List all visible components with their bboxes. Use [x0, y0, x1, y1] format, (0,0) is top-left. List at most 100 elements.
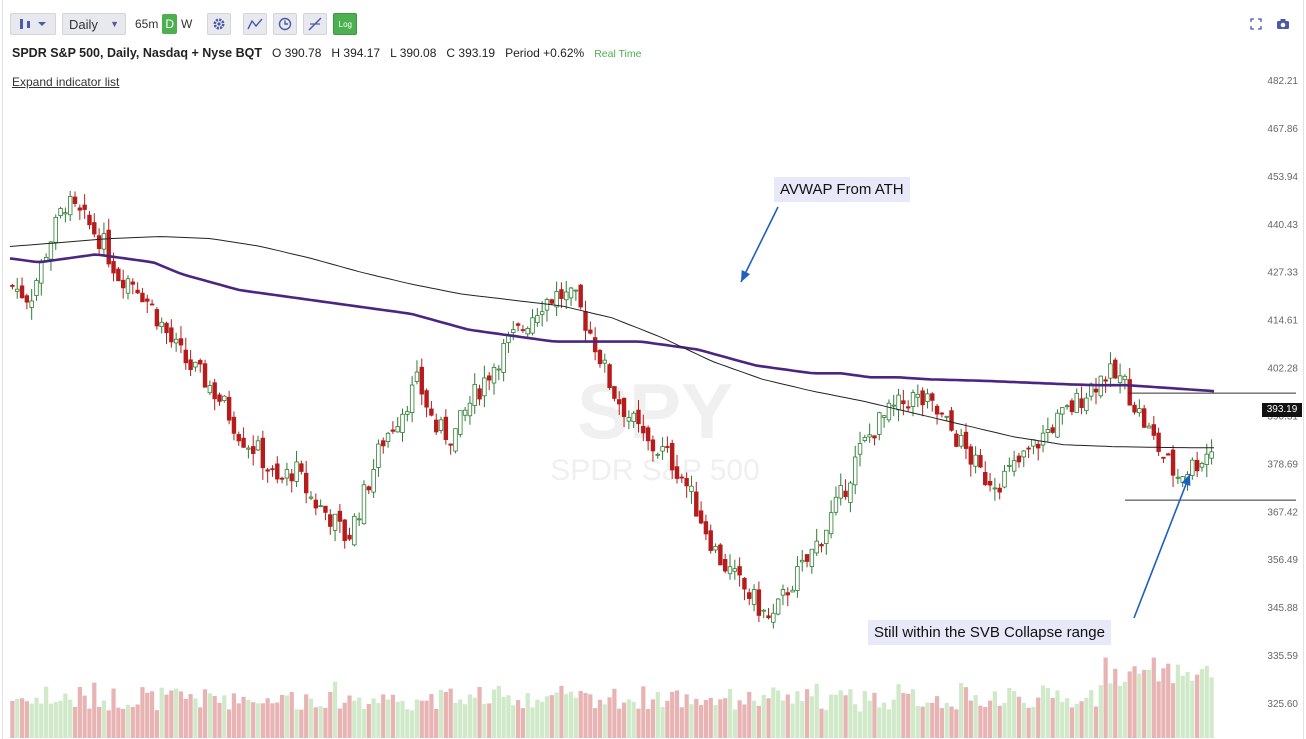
candle-body: [438, 419, 444, 431]
low-label: L: [390, 46, 397, 60]
candle-body: [39, 260, 44, 284]
ohlc-infobar: SPDR S&P 500, Daily, Nasdaq + Nyse BQT O…: [12, 46, 641, 60]
volume-bar: [347, 695, 352, 738]
candle-body: [342, 519, 347, 542]
volume-bar: [968, 700, 973, 738]
period-label: Period: [505, 46, 540, 60]
candle-body: [458, 410, 463, 435]
volume-bar: [597, 699, 603, 738]
volume-bar: [15, 698, 20, 738]
candle-body: [313, 499, 319, 509]
volume-bar: [164, 694, 169, 738]
candle-body: [164, 322, 169, 334]
candle-body: [790, 589, 795, 593]
candle-body: [87, 214, 92, 226]
candle-body: [910, 392, 916, 407]
indicators-button[interactable]: [243, 13, 268, 35]
volume-bar: [1132, 666, 1137, 738]
candle-body: [554, 291, 559, 308]
y-tick-label: 378.69: [1267, 459, 1298, 470]
avwap-annotation: AVWAP From ATH: [774, 177, 910, 202]
volume-bar: [1127, 671, 1132, 738]
volume-bar: [790, 703, 795, 738]
candle-body: [1011, 460, 1017, 472]
candle-body: [997, 487, 1002, 493]
volume-bar: [68, 699, 73, 738]
candle-body: [862, 437, 868, 441]
candle-body: [24, 295, 30, 303]
candle-body: [804, 554, 810, 562]
candle-body: [308, 496, 314, 499]
volume-bar: [366, 703, 371, 738]
volume-bar: [694, 698, 699, 738]
candle-body: [10, 284, 15, 287]
candle-body: [419, 366, 424, 395]
candle-body: [742, 577, 747, 590]
timeframe-daily[interactable]: D: [162, 14, 178, 34]
history-button[interactable]: [273, 13, 298, 35]
expand-indicator-link[interactable]: Expand indicator list: [12, 75, 120, 89]
candle-body: [1170, 449, 1176, 476]
volume-bar: [1074, 703, 1079, 738]
volume-bar: [1122, 681, 1128, 738]
volume-bar: [727, 689, 733, 738]
volume-bar: [217, 702, 222, 738]
candle-body: [1122, 375, 1128, 381]
interval-select[interactable]: Daily ▼: [62, 13, 126, 35]
volume-bar: [1040, 685, 1046, 738]
low-value-group: L 390.08: [390, 46, 436, 60]
candle-body: [621, 397, 627, 417]
candle-body: [973, 454, 978, 467]
volume-bar: [997, 705, 1002, 738]
camera-icon[interactable]: [1276, 18, 1290, 30]
log-scale-button[interactable]: Log: [333, 13, 358, 35]
candle-body: [573, 289, 579, 292]
svb-annotation: Still within the SVB Collapse range: [868, 620, 1111, 645]
volume-bar: [588, 694, 593, 738]
candle-body: [140, 292, 145, 303]
fullscreen-icon[interactable]: [1250, 18, 1262, 30]
volume-bar: [636, 708, 641, 738]
volume-bar: [612, 688, 617, 738]
y-tick-label: 482.21: [1267, 76, 1298, 87]
volume-bar: [1137, 673, 1142, 738]
indicator-line-icon: [247, 18, 263, 30]
candle-body: [443, 416, 449, 440]
volume-bar: [776, 690, 781, 738]
candle-body: [111, 261, 116, 274]
volume-bar: [848, 689, 853, 738]
y-tick-label: 440.43: [1267, 220, 1298, 231]
volume-bar: [116, 707, 121, 738]
candle-body: [809, 548, 815, 567]
volume-bar: [1084, 697, 1089, 738]
candle-body: [992, 487, 998, 490]
volume-bar: [1016, 696, 1022, 738]
low-value: 390.08: [399, 46, 437, 60]
timeframe-65m[interactable]: 65m: [135, 17, 159, 31]
timeframe-weekly[interactable]: W: [181, 17, 193, 31]
chart-type-button[interactable]: [10, 13, 56, 35]
candle-body: [886, 402, 892, 421]
candle-body: [34, 280, 39, 296]
watermark-name: SPDR S&P 500: [550, 454, 760, 487]
volume-bar: [63, 693, 68, 738]
volume-bar: [496, 685, 501, 738]
volume-bar: [670, 692, 675, 738]
candle-body: [236, 434, 241, 442]
volume-bar: [1146, 669, 1152, 738]
candle-body: [1060, 407, 1065, 415]
candle-body: [612, 386, 617, 399]
candle-body: [597, 349, 603, 365]
candle-body: [1146, 425, 1152, 429]
volume-bar: [58, 700, 63, 738]
volume-bar: [1156, 681, 1161, 738]
drawing-tools-button[interactable]: [303, 13, 328, 35]
candle-body: [1064, 405, 1070, 408]
settings-button[interactable]: [207, 13, 232, 35]
volume-bar: [332, 681, 338, 738]
candle-body: [713, 545, 718, 551]
candle-body: [53, 216, 58, 243]
candle-body: [617, 399, 622, 405]
candle-body: [19, 285, 25, 299]
